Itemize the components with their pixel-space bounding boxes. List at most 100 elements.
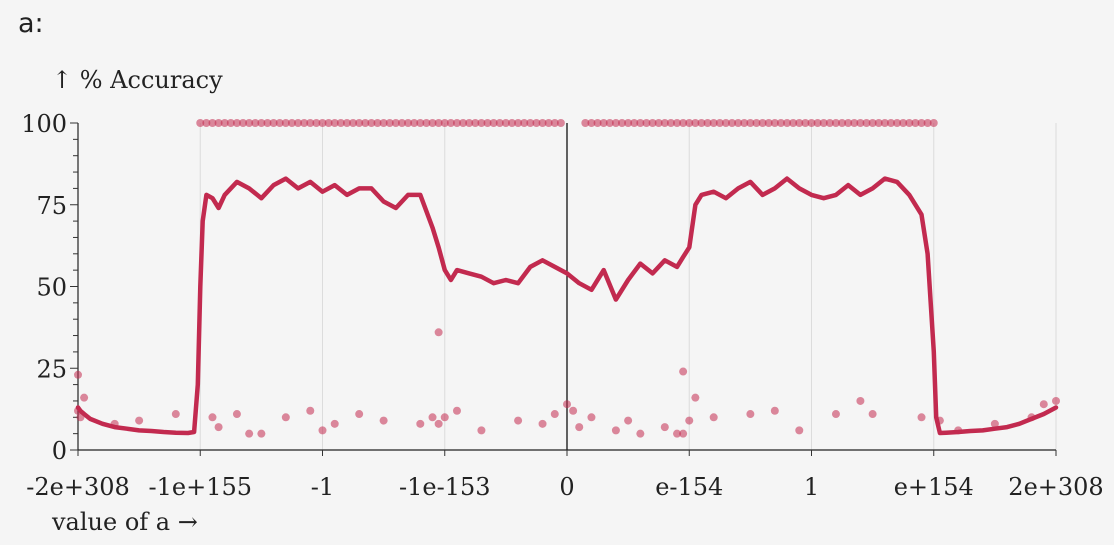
scatter-point — [679, 429, 688, 438]
y-tick-label: 25 — [36, 355, 67, 383]
scatter-point — [929, 119, 938, 127]
scatter-point — [355, 119, 364, 127]
scatter-point — [507, 119, 516, 127]
scatter-point — [208, 413, 217, 422]
scatter-point — [263, 119, 272, 127]
scatter-point — [844, 119, 853, 127]
scatter-point — [1039, 400, 1048, 409]
scatter-point — [477, 119, 486, 127]
scatter-point — [514, 119, 523, 127]
scatter-point — [917, 413, 926, 422]
scatter-point — [624, 416, 633, 425]
scatter-point — [367, 119, 376, 127]
scatter-point — [452, 406, 461, 415]
scatter-point — [251, 119, 260, 127]
scatter-point — [428, 413, 437, 422]
x-tick-label: -2e+308 — [26, 473, 130, 501]
scatter-point — [550, 410, 559, 419]
scatter-point — [569, 406, 578, 415]
scatter-point — [532, 119, 541, 127]
scatter-point — [489, 119, 498, 127]
y-tick-label: 0 — [52, 437, 67, 465]
scatter-point — [746, 410, 755, 419]
x-tick-label: 2e+308 — [1008, 473, 1103, 501]
scatter-point — [776, 119, 785, 127]
scatter-point — [795, 119, 804, 127]
scatter-point — [379, 119, 388, 127]
x-tick-label: e+154 — [894, 473, 974, 501]
scatter-point — [171, 410, 180, 419]
scatter-point — [691, 119, 700, 127]
y-tick-label: 100 — [21, 110, 67, 138]
scatter-point — [630, 119, 639, 127]
x-tick-label: e-154 — [655, 473, 723, 501]
scatter-point — [257, 119, 266, 127]
scatter-point — [520, 119, 529, 127]
x-tick-label: -1 — [311, 473, 334, 501]
scatter-point — [373, 119, 382, 127]
x-tick-label: 1 — [804, 473, 819, 501]
scatter-point — [544, 119, 553, 127]
scatter-point — [691, 393, 700, 402]
scatter-point — [685, 416, 694, 425]
scatter-point — [232, 410, 241, 419]
scatter-point — [526, 119, 535, 127]
scatter-point — [80, 393, 89, 402]
scatter-point — [795, 426, 804, 435]
scatter-point — [789, 119, 798, 127]
chart-marks — [74, 119, 1060, 438]
y-axis-label: ↑ % Accuracy — [52, 66, 223, 94]
scatter-point — [831, 410, 840, 419]
scatter-point — [923, 119, 932, 127]
scatter-point — [868, 119, 877, 127]
scatter-point — [886, 119, 895, 127]
scatter-point — [318, 426, 327, 435]
scatter-point — [611, 426, 620, 435]
x-axis-label: value of a → — [51, 508, 198, 536]
scatter-point — [257, 429, 266, 438]
scatter-point — [404, 119, 413, 127]
scatter-point — [208, 119, 217, 127]
scatter-point — [563, 400, 571, 409]
scatter-point — [581, 119, 590, 127]
scatter-point — [440, 119, 449, 127]
scatter-point — [74, 370, 82, 379]
scatter-point — [740, 119, 749, 127]
scatter-point — [783, 119, 792, 127]
scatter-point — [379, 416, 388, 425]
scatter-point — [355, 410, 364, 419]
scatter-point — [697, 119, 706, 127]
scatter-point — [825, 119, 834, 127]
scatter-point — [306, 119, 315, 127]
scatter-point — [239, 119, 248, 127]
scatter-point — [294, 119, 303, 127]
scatter-point — [911, 119, 920, 127]
scatter-point — [801, 119, 810, 127]
scatter-point — [410, 119, 419, 127]
scatter-point — [361, 119, 370, 127]
scatter-point — [1052, 396, 1060, 405]
scatter-point — [416, 419, 425, 428]
scatter-point — [728, 119, 737, 127]
scatter-point — [281, 119, 290, 127]
scatter-point — [471, 119, 480, 127]
scatter-point — [685, 119, 694, 127]
scatter-point — [758, 119, 767, 127]
scatter-point — [611, 119, 620, 127]
scatter-point — [770, 119, 779, 127]
x-tick-label: -1e-153 — [399, 473, 491, 501]
scatter-point — [770, 406, 779, 415]
scatter-point — [917, 119, 926, 127]
scatter-point — [214, 119, 223, 127]
scatter-point — [416, 119, 425, 127]
scatter-point — [709, 119, 718, 127]
scatter-point — [654, 119, 663, 127]
scatter-point — [813, 119, 822, 127]
scatter-point — [575, 423, 584, 432]
scatter-point — [477, 426, 486, 435]
y-tick-label: 75 — [36, 192, 67, 220]
scatter-point — [391, 119, 400, 127]
scatter-point — [838, 119, 847, 127]
scatter-point — [874, 119, 883, 127]
